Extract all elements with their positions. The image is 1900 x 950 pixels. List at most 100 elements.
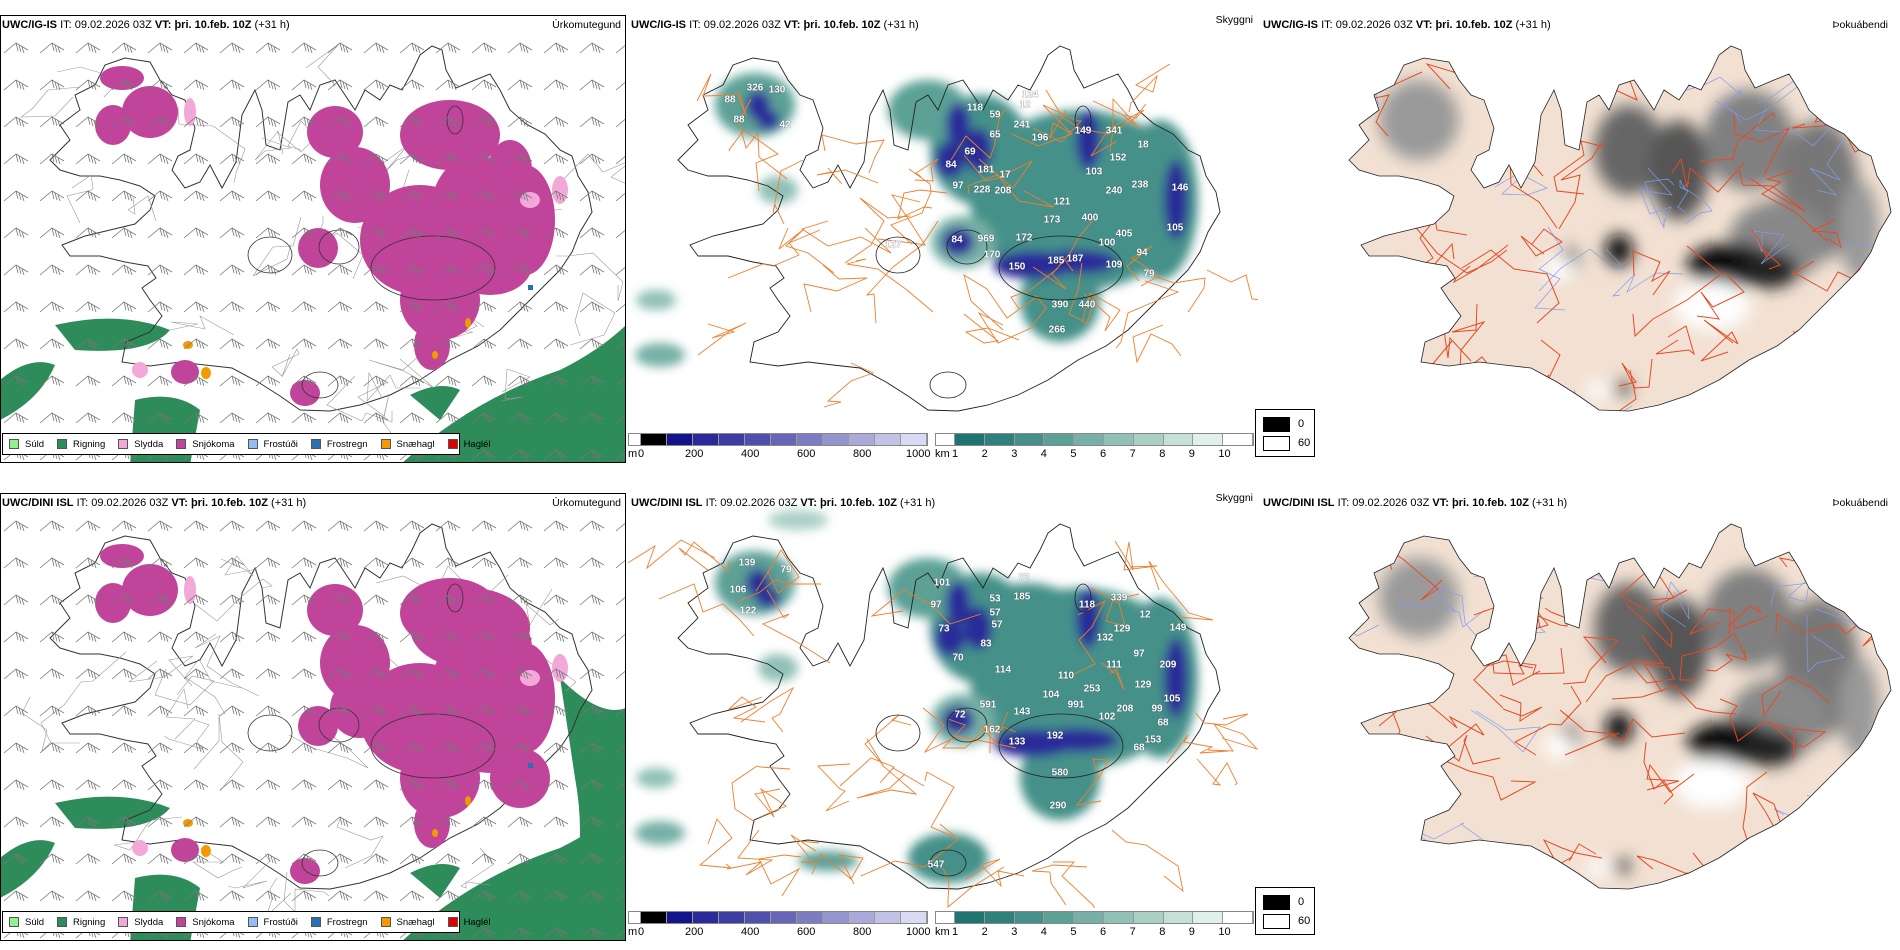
road-line	[1115, 280, 1180, 349]
cloud-base-value: 79	[780, 564, 792, 576]
legend-swatch	[380, 439, 391, 449]
cloud-base-value: 59	[989, 109, 1001, 121]
road-line	[1452, 244, 1509, 284]
panel-header-visibility: UWC/DINI ISL IT: 09.02.2026 03Z VT: þri.…	[631, 497, 936, 509]
road-line	[772, 159, 804, 225]
legend-item-frostúði: Frostúði	[247, 917, 298, 928]
wind-barbs	[1, 508, 625, 940]
cloud-base-value: 122	[739, 605, 757, 617]
road-line	[1520, 228, 1563, 257]
road-line	[823, 362, 875, 408]
visibility-tick: 5	[1070, 448, 1077, 460]
colorbar-cell	[954, 912, 985, 923]
cloud-base-value: 102	[1098, 711, 1116, 723]
road-line	[1601, 369, 1641, 411]
panel-header-fog: UWC/IG-IS IT: 09.02.2026 03Z VT: þri. 10…	[1263, 19, 1551, 31]
road-line	[1682, 182, 1713, 225]
valid-time: þri. 10.feb. 10Z	[819, 497, 897, 509]
road-line	[821, 134, 885, 174]
cloud-base-value: 106	[729, 584, 747, 596]
road-line	[1486, 647, 1565, 675]
legend-item-slydda: Slydda	[118, 439, 163, 450]
road-line	[1206, 269, 1258, 301]
colorbar-cell	[1223, 434, 1254, 445]
fog-legend-label-1: 60	[1298, 437, 1311, 449]
cloud-base-value: 94	[1136, 247, 1148, 259]
cloud-base-value: 70	[952, 652, 964, 664]
cloud-base-value: 69	[964, 146, 976, 158]
road-line	[803, 264, 868, 313]
cloud-base-value: 111	[1106, 659, 1122, 671]
cloud-base-value: 208	[1116, 703, 1134, 715]
road-line	[922, 707, 1017, 754]
colorbar-cell	[771, 434, 797, 445]
init-time: 09.02.2026 03Z	[91, 497, 169, 509]
legend-swatch	[176, 917, 187, 927]
cloud-base-value: 143	[1013, 706, 1031, 718]
panel-header-precip: UWC/IG-IS IT: 09.02.2026 03Z VT: þri. 10…	[2, 19, 290, 31]
fog-index-map	[1348, 45, 1892, 412]
road-line	[1749, 838, 1844, 889]
road-line	[860, 823, 959, 877]
road-line	[758, 854, 802, 897]
road-line	[839, 757, 925, 787]
colorbar-cell	[1223, 912, 1254, 923]
colorbar-cell	[1044, 912, 1075, 923]
parameter-label-precip-type: Úrkomutegund	[552, 19, 621, 31]
colorbar-cell	[745, 912, 771, 923]
road-line	[1011, 109, 1074, 147]
road-line	[1396, 603, 1486, 628]
parameter-label-visibility: Skyggni	[1215, 14, 1253, 26]
road-line	[1435, 756, 1537, 801]
cloud-base-value: 99	[1151, 703, 1163, 715]
valid-time: þri. 10.feb. 10Z	[190, 497, 268, 509]
cloud-base-tick: 200	[685, 448, 704, 460]
cloud-base-value: 238	[1131, 179, 1149, 191]
no-fog-area	[1585, 860, 1613, 876]
colorbar-cell	[1193, 912, 1224, 923]
road-line	[1792, 260, 1852, 292]
cloud-base-value: 105	[1166, 222, 1184, 234]
model-name: UWC/DINI ISL	[1263, 497, 1335, 509]
road-line	[1806, 615, 1845, 673]
visibility-unit: km	[935, 448, 950, 460]
cloud-base-value: 149	[1169, 622, 1187, 634]
cloud-base-value: 390	[1051, 299, 1069, 311]
colorbar-cell	[823, 912, 849, 923]
road-line	[1053, 861, 1095, 908]
road-line	[963, 313, 1020, 344]
precip-type-legend: Súld Rigning Slydda Snjókoma Frostúði Frostre…	[2, 911, 491, 933]
colorbar-cell	[667, 434, 693, 445]
road-line	[1132, 324, 1182, 364]
colorbar-cell	[954, 434, 985, 445]
road-line	[761, 589, 831, 664]
panel-header-fog: UWC/DINI ISL IT: 09.02.2026 03Z VT: þri.…	[1263, 497, 1568, 509]
colorbar-cell	[936, 912, 955, 923]
low-cloud-base-area	[756, 110, 780, 130]
visibility-tick: 10	[1218, 448, 1231, 460]
road-line	[754, 787, 787, 818]
road-line	[726, 829, 774, 876]
road-line	[1075, 758, 1110, 806]
colorbar-cell	[1014, 434, 1045, 445]
cloud-base-value: 240	[1105, 185, 1123, 197]
colorbar-cell	[875, 434, 901, 445]
road-line	[1761, 169, 1828, 242]
legend-label: Rigning	[73, 916, 106, 928]
road-line	[1644, 178, 1675, 229]
colorbar-cell	[693, 434, 719, 445]
colorbar-cell	[693, 912, 719, 923]
road-line	[1661, 581, 1690, 628]
road-line	[844, 197, 911, 264]
legend-item-rigning: Rigning	[57, 439, 105, 450]
no-fog-area	[1543, 256, 1575, 280]
cloud-base-value: 170	[983, 249, 1001, 261]
cloud-base-value: 42	[779, 119, 791, 131]
low-cloud-base-area	[1076, 588, 1100, 648]
low-cloud-base-area	[1076, 110, 1100, 170]
colorbar-cell	[1103, 434, 1134, 445]
cloud-base-value: 110	[1057, 670, 1075, 682]
visibility-layer	[635, 510, 1198, 883]
cloud-base-unit: m	[628, 926, 638, 938]
road-line	[942, 866, 1005, 908]
